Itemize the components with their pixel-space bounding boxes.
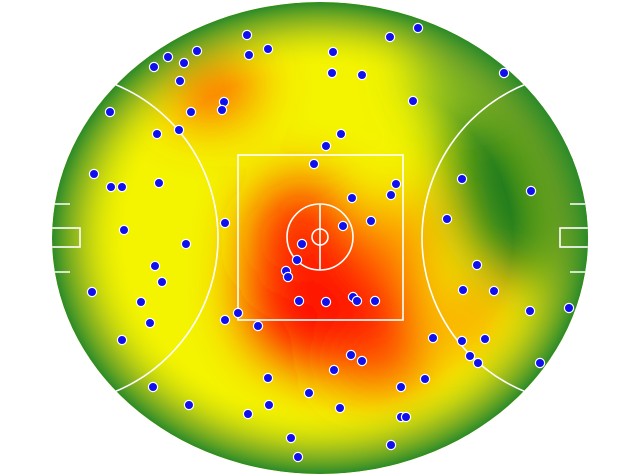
point (326, 67, 338, 79)
point (262, 43, 274, 55)
point (292, 451, 304, 463)
point (563, 302, 575, 314)
point (525, 185, 537, 197)
point (456, 173, 468, 185)
point (346, 192, 358, 204)
point (252, 320, 264, 332)
point (291, 254, 303, 266)
point (191, 45, 203, 57)
point (334, 402, 346, 414)
point (356, 355, 368, 367)
point (162, 51, 174, 63)
field-lines (52, 71, 588, 405)
point (320, 296, 332, 308)
point (345, 349, 357, 361)
point (173, 124, 185, 136)
point (385, 439, 397, 451)
point (285, 432, 297, 444)
point (243, 49, 255, 61)
point (328, 364, 340, 376)
point (135, 296, 147, 308)
point (524, 305, 536, 317)
point (335, 128, 347, 140)
point (118, 224, 130, 236)
point (390, 178, 402, 190)
point (148, 61, 160, 73)
point (356, 69, 368, 81)
point (534, 357, 546, 369)
point (86, 286, 98, 298)
point (320, 140, 332, 152)
point (144, 317, 156, 329)
point (219, 314, 231, 326)
point (219, 217, 231, 229)
point (385, 189, 397, 201)
point (395, 381, 407, 393)
point (153, 177, 165, 189)
point (464, 350, 476, 362)
point (498, 67, 510, 79)
point (488, 285, 500, 297)
point (479, 333, 491, 345)
point (384, 31, 396, 43)
point (351, 295, 363, 307)
point (149, 260, 161, 272)
point (232, 307, 244, 319)
point (174, 75, 186, 87)
point (147, 381, 159, 393)
point (365, 215, 377, 227)
point (337, 220, 349, 232)
point (427, 332, 439, 344)
point (156, 276, 168, 288)
point (412, 22, 424, 34)
point (303, 387, 315, 399)
point (472, 357, 484, 369)
point (369, 295, 381, 307)
point (88, 168, 100, 180)
point (183, 399, 195, 411)
point (216, 104, 228, 116)
point (116, 334, 128, 346)
point (400, 411, 412, 423)
point (407, 95, 419, 107)
point (263, 399, 275, 411)
point (296, 238, 308, 250)
point (262, 372, 274, 384)
point (308, 158, 320, 170)
point (457, 284, 469, 296)
point (180, 238, 192, 250)
point (282, 271, 294, 283)
point (327, 46, 339, 58)
point (105, 181, 117, 193)
point (441, 213, 453, 225)
point (104, 106, 116, 118)
point (241, 29, 253, 41)
point (293, 295, 305, 307)
point (471, 259, 483, 271)
point (116, 181, 128, 193)
point (419, 373, 431, 385)
point (185, 106, 197, 118)
point (178, 57, 190, 69)
point (456, 335, 468, 347)
point (242, 408, 254, 420)
point (151, 128, 163, 140)
